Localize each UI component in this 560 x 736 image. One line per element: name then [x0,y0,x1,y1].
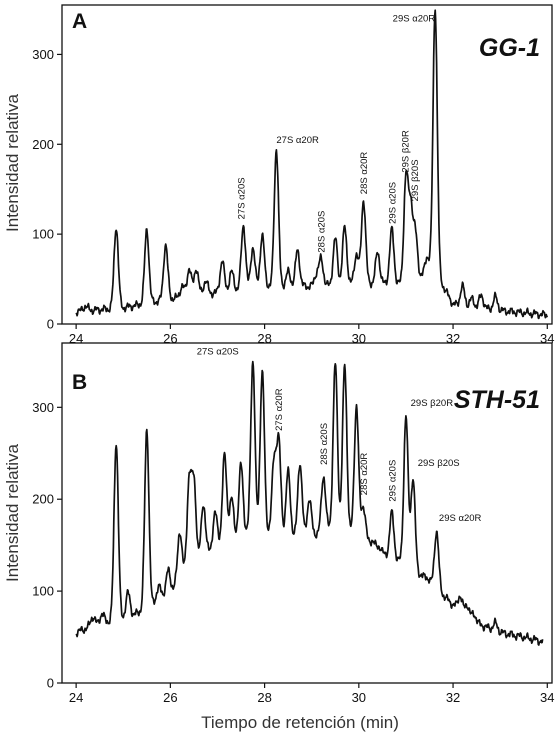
chromatogram-trace-b [75,360,544,646]
x-tick-label: 28 [257,690,271,705]
plot-frame-a [61,4,553,325]
y-axis-title-a: Intensidad relativa [3,93,22,232]
peak-label: 29S β20R [411,398,454,409]
y-tick-label: 300 [32,47,54,62]
x-tick-label: 30 [352,690,366,705]
peak-label: 29S α20R [393,14,436,25]
y-tick-label: 200 [32,492,54,507]
peak-label: 29S α20S [387,460,398,502]
x-tick-label: 32 [446,331,460,346]
peak-label: 28S α20R [359,152,370,195]
ticks-b: 24 26 28 30 32 34 0 100 200 300 [32,400,554,705]
sample-name-b: STH-51 [454,386,540,414]
ticks-a: 24 26 28 30 32 34 0 100 200 300 [32,47,554,346]
x-tick-label: 34 [540,331,554,346]
peak-label: 28S α20S [319,423,330,465]
peak-label: 29S β20R [401,130,412,173]
annotations-b: 27S α20S 27S α20R 28S α20S 28S α20R 29S α20S… [197,347,482,524]
sample-name-a: GG-1 [479,34,540,62]
peak-label: 27S α20S [197,347,239,358]
y-tick-label: 200 [32,137,54,152]
x-tick-label: 24 [69,690,83,705]
y-tick-label: 100 [32,584,54,599]
panel-letter-b: B [72,371,87,394]
chromatogram-trace-a [75,9,549,320]
x-tick-label: 24 [69,331,83,346]
panel-letter-a: A [72,10,87,33]
peak-label: 28S α20S [317,211,328,253]
peak-label: 29S β20S [410,159,421,201]
peak-label: 29S β20S [418,458,460,469]
y-tick-label: 0 [47,317,54,332]
panel-b: B STH-51 Intensidad relativa 24 26 28 30 32 3… [3,342,555,705]
x-tick-label: 34 [540,690,554,705]
x-tick-label: 26 [163,690,177,705]
peak-label: 27S α20R [274,388,285,431]
y-tick-label: 100 [32,227,54,242]
y-axis-title-b: Intensidad relativa [3,443,22,582]
annotations-a: 27S α20S 27S α20R 28S α20S 28S α20R 29S α20S… [237,14,436,253]
plot-frame-b [61,342,553,684]
peak-label: 28S α20R [359,453,370,496]
panel-a: A GG-1 Intensidad relativa 24 26 28 30 32 34 0… [3,4,555,346]
x-tick-label: 28 [257,331,271,346]
y-tick-label: 300 [32,400,54,415]
peak-label: 27S α20R [276,135,319,146]
x-tick-label: 26 [163,331,177,346]
x-tick-label: 32 [446,690,460,705]
peak-label: 27S α20S [237,177,248,219]
peak-label: 29S α20R [439,513,482,524]
x-axis-title: Tiempo de retención (min) [201,713,399,732]
y-tick-label: 0 [47,676,54,691]
peak-label: 29S α20S [387,182,398,224]
x-tick-label: 30 [352,331,366,346]
